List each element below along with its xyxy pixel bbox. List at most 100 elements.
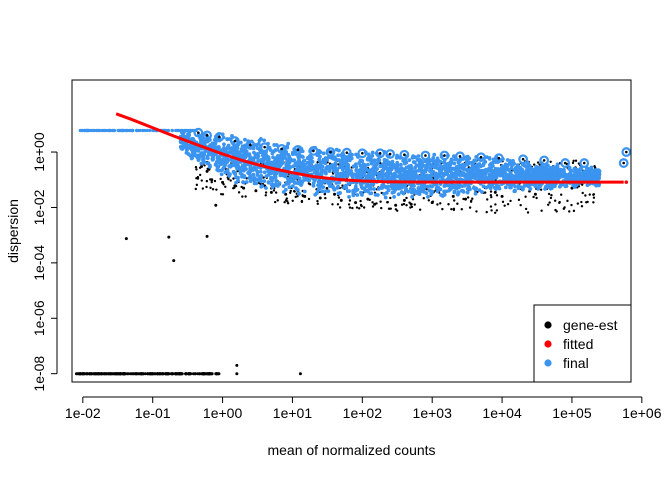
legend-marker-final (544, 359, 552, 367)
gene-est-point (195, 168, 198, 171)
gene-est-point (501, 200, 505, 204)
x-axis-title: mean of normalized counts (267, 442, 435, 458)
final-point (269, 160, 274, 165)
final-point (342, 185, 347, 190)
final-point (259, 173, 264, 178)
gene-est-point (452, 208, 456, 212)
final-point (592, 171, 597, 176)
gene-est-point (494, 203, 497, 206)
gene-est-point (337, 196, 341, 199)
gene-est-point (206, 167, 209, 171)
final-point (130, 128, 134, 133)
final-point (366, 152, 371, 157)
final-point (378, 185, 383, 190)
final-point (222, 142, 226, 147)
final-point (239, 168, 244, 173)
final-point (228, 164, 233, 168)
final-point (313, 178, 317, 183)
gene-est-point (298, 372, 302, 376)
final-point (366, 175, 371, 179)
final-point (550, 174, 555, 179)
final-point (272, 143, 277, 147)
final-point (170, 128, 174, 133)
final-point (431, 170, 436, 174)
final-point (241, 180, 245, 184)
gene-est-point (563, 161, 567, 165)
final-point (290, 178, 295, 183)
gene-est-point (394, 208, 398, 211)
gene-est-point (269, 190, 273, 194)
final-point (299, 183, 303, 187)
final-point (362, 170, 367, 175)
final-point (554, 168, 559, 173)
gene-est-point (378, 152, 382, 155)
final-point (315, 163, 320, 168)
final-point (470, 168, 475, 173)
final-point (283, 174, 288, 179)
final-point (244, 180, 249, 184)
gene-est-point (533, 192, 537, 196)
gene-est-point (216, 372, 220, 376)
final-point (272, 159, 277, 163)
final-outlier-ring (476, 152, 486, 163)
final-point (516, 184, 521, 189)
final-point (296, 154, 301, 159)
final-point (384, 190, 389, 195)
gene-est-point (222, 183, 225, 186)
legend-label-final: final (563, 355, 589, 371)
final-point (456, 168, 461, 173)
final-point (435, 175, 440, 180)
final-point (259, 179, 263, 184)
final-point (251, 172, 256, 177)
gene-est-point (202, 372, 206, 376)
gene-est-point (106, 372, 110, 376)
final-point (107, 128, 112, 133)
gene-est-point (535, 196, 538, 200)
x-tick-label: 1e+04 (482, 405, 522, 421)
final-point (332, 187, 337, 192)
final-point (255, 153, 260, 158)
x-tick-label: 1e+05 (552, 405, 592, 421)
gene-est-point (592, 196, 596, 199)
final-point (349, 173, 354, 178)
gene-est-point (582, 161, 586, 165)
final-point (224, 169, 228, 174)
gene-est-point (114, 372, 118, 376)
final-point (542, 174, 547, 179)
final-point (567, 167, 572, 171)
final-point (483, 172, 487, 177)
final-point (383, 195, 388, 200)
final-point (189, 156, 194, 161)
gene-est-point (389, 196, 392, 200)
final-point (392, 190, 396, 194)
final-point (336, 191, 341, 196)
final-point (430, 158, 435, 163)
gene-est-point (536, 161, 540, 164)
final-point (211, 155, 215, 159)
gene-est-point (361, 152, 364, 155)
final-point (274, 178, 278, 183)
gene-est-point (549, 196, 553, 200)
gene-est-point (402, 198, 406, 202)
final-point (288, 174, 293, 179)
gene-est-point (316, 202, 319, 206)
final-point (409, 190, 414, 195)
final-point (301, 166, 306, 171)
final-point (330, 156, 335, 161)
final-point (247, 152, 252, 157)
final-point (465, 190, 470, 195)
final-point (376, 157, 381, 162)
y-tick-label: 1e+00 (31, 132, 47, 172)
final-point (100, 128, 104, 133)
final-point (451, 167, 456, 171)
final-point (185, 128, 189, 133)
final-point (526, 162, 531, 167)
final-point (494, 174, 499, 179)
legend-label-fitted: fitted (563, 336, 593, 352)
final-point (448, 160, 453, 165)
final-point (202, 152, 207, 157)
gene-est-point (198, 173, 202, 177)
final-point (435, 189, 440, 194)
final-point (596, 173, 601, 178)
